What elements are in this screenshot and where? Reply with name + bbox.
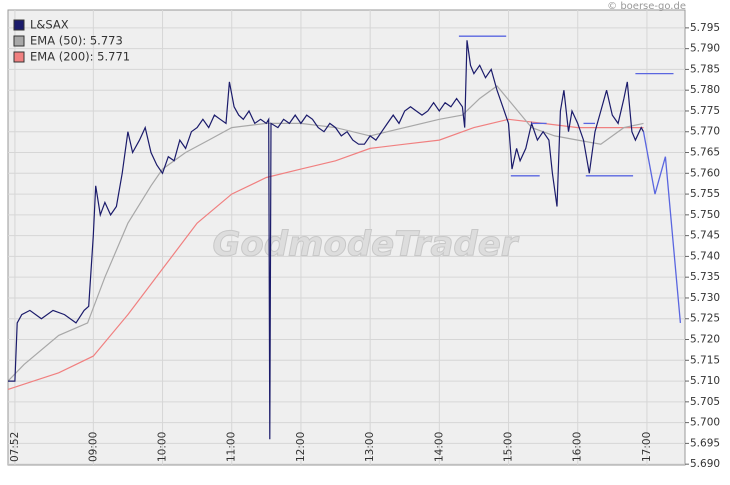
legend: L&SAX EMA (50): 5.773 EMA (200): 5.771 [13, 18, 130, 64]
y-tick-label: 5.755 [690, 188, 720, 200]
x-tick-label: 10:00 [157, 432, 169, 462]
y-tick-label: 5.710 [690, 375, 720, 387]
x-tick-label: 07:52 [9, 432, 21, 462]
y-tick-label: 5.780 [690, 84, 720, 96]
x-tick-label: 16:00 [572, 432, 584, 462]
legend-label: L&SAX [30, 18, 69, 32]
y-tick-label: 5.715 [690, 354, 720, 366]
x-tick-label: 15:00 [503, 432, 515, 462]
legend-label: EMA (200): 5.771 [30, 50, 130, 64]
watermark: GodmodeTrader [212, 225, 519, 265]
y-tick-label: 5.705 [690, 396, 720, 408]
x-tick-label: 12:00 [295, 432, 307, 462]
grid: 5.690 5.695 5.700 5.705 5.710 5.715 5.720 5.725… [8, 10, 720, 470]
x-tick-label: 17:00 [641, 432, 653, 462]
y-tick-label: 5.760 [690, 167, 720, 179]
legend-swatch [13, 19, 25, 31]
y-tick-label: 5.740 [690, 250, 720, 262]
y-tick-label: 5.790 [690, 43, 720, 55]
y-tick-label: 5.690 [690, 458, 720, 470]
y-tick-label: 5.765 [690, 147, 720, 159]
legend-swatch [13, 51, 25, 63]
copyright: © boerse-go.de [607, 1, 686, 12]
x-tick-label: 09:00 [87, 432, 99, 462]
x-tick-label: 14:00 [433, 432, 445, 462]
y-tick-label: 5.725 [690, 313, 720, 325]
y-tick-label: 5.745 [690, 230, 720, 242]
x-tick-label: 11:00 [226, 432, 238, 462]
marks [7, 35, 682, 440]
y-tick-label: 5.695 [690, 437, 720, 449]
series-line [8, 40, 645, 440]
y-tick-label: 5.700 [690, 417, 720, 429]
y-tick-label: 5.775 [690, 105, 720, 117]
y-tick-label: 5.720 [690, 334, 720, 346]
plot-area [7, 9, 686, 466]
drawing-line [642, 131, 682, 323]
x-tick-label: 13:00 [364, 432, 376, 462]
y-tick-label: 5.730 [690, 292, 720, 304]
y-tick-label: 5.785 [690, 63, 720, 75]
y-tick-label: 5.770 [690, 126, 720, 138]
y-tick-label: 5.795 [690, 22, 720, 34]
legend-swatch [13, 35, 25, 47]
y-tick-label: 5.750 [690, 209, 720, 221]
y-tick-label: 5.735 [690, 271, 720, 283]
legend-label: EMA (50): 5.773 [30, 34, 123, 48]
